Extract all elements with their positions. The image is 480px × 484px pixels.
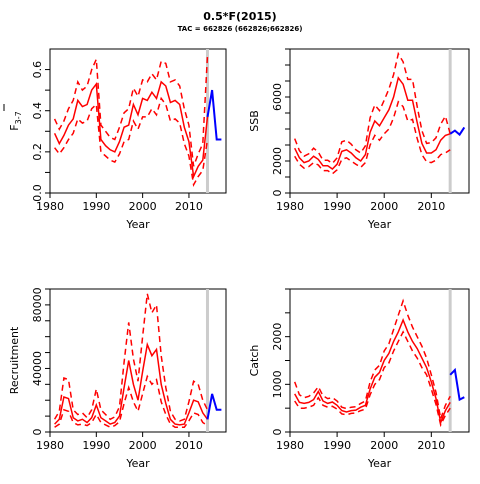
ssb-x-tick-label: 1980	[276, 200, 304, 213]
recruitment-y-tick-label: 0	[31, 429, 44, 436]
fbar-lower-bound-line	[54, 96, 209, 188]
recruitment-lower-bound-line	[54, 374, 208, 429]
fbar-y-tick-label: 0.4	[31, 102, 44, 120]
catch-x-tick-label: 1990	[323, 439, 351, 452]
ssb-estimate-line	[294, 76, 451, 170]
recruitment-x-tick-label: 2000	[129, 439, 157, 452]
catch-y-label: Catch	[248, 345, 261, 377]
panel-catch: 1980 1990 2000 2010 Year 0 1000 2000 Catch	[248, 288, 470, 470]
fbar-estimate-line	[53, 80, 209, 180]
fbar-x-tick-label: 2010	[175, 200, 203, 213]
catch-estimate-line	[294, 317, 451, 426]
ssb-lower-bound-line	[294, 100, 451, 175]
ssb-y-label: SSB	[248, 110, 261, 132]
catch-x-label: Year	[367, 457, 392, 470]
ssb-projection-line	[449, 126, 466, 137]
catch-plot-frame	[289, 288, 470, 433]
catch-x-tick-label: 1980	[276, 439, 304, 452]
ssb-x-tick-label: 1990	[323, 200, 351, 213]
fbar-y-label: F3-7	[8, 111, 23, 130]
recruitment-projection-line	[206, 393, 222, 420]
recruitment-x-label: Year	[125, 457, 150, 470]
ssb-x-tick-label: 2010	[417, 200, 445, 213]
catch-y-tick-label: 1000	[271, 370, 284, 398]
ssb-plot-frame	[289, 48, 470, 194]
recruitment-estimate-line	[54, 341, 209, 426]
fbar-y-label-main: F	[8, 124, 21, 130]
fbar-y-tick-label: 0.0	[31, 184, 44, 202]
panel-recruitment: 1980 1990 2000 2010 Year 0 40000 80000 Recruitme…	[8, 287, 227, 470]
ssb-x-tick-label: 2000	[370, 200, 398, 213]
ssb-x-label: Year	[367, 218, 392, 231]
catch-lower-bound-line	[294, 330, 451, 428]
figure-title: 0.5*F(2015)	[203, 10, 276, 23]
fbar-x-tick-label: 2000	[129, 200, 157, 213]
ssb-upper-bound-line	[294, 51, 451, 165]
recruitment-y-tick-label: 40000	[31, 351, 44, 386]
recruitment-y-tick-label: 80000	[31, 287, 44, 322]
catch-x-tick-label: 2010	[417, 439, 445, 452]
panel-ssb: 1980 1990 2000 2010 Year 0 2000 6000 SSB	[248, 48, 470, 231]
fbar-projection-line	[206, 89, 222, 141]
fbar-plot-frame	[49, 48, 227, 194]
panel-fbar: 1980 1990 2000 2010 Year 0.0 0.2 0.4 0.6 F3-7	[3, 48, 227, 231]
recruitment-plot-frame	[49, 288, 227, 433]
fbar-x-label: Year	[125, 218, 150, 231]
catch-upper-bound-line	[293, 298, 451, 422]
fbar-y-tick-label: 0.6	[31, 61, 44, 79]
ssb-y-tick-label: 6000	[271, 83, 284, 111]
fbar-upper-bound-line	[53, 55, 209, 167]
recruitment-y-label: Recruitment	[8, 326, 21, 394]
catch-projection-line	[449, 367, 465, 402]
catch-y-tick-label: 2000	[271, 323, 284, 351]
fbar-x-tick-label: 1980	[36, 200, 64, 213]
ssb-y-tick-label: 0	[271, 190, 284, 197]
figure-subtitle: TAC = 662826 (662826;662826)	[178, 25, 303, 33]
fbar-y-tick-label: 0.2	[31, 143, 44, 161]
catch-y-tick-label: 0	[271, 429, 284, 436]
ssb-y-tick-label: 2000	[271, 147, 284, 175]
recruitment-x-tick-label: 1980	[36, 439, 64, 452]
fbar-y-label-sub: 3-7	[14, 111, 23, 124]
recruitment-x-tick-label: 2010	[175, 439, 203, 452]
recruitment-x-tick-label: 1990	[82, 439, 110, 452]
recruitment-upper-bound-line	[53, 293, 209, 422]
catch-x-tick-label: 2000	[370, 439, 398, 452]
fbar-x-tick-label: 1990	[82, 200, 110, 213]
